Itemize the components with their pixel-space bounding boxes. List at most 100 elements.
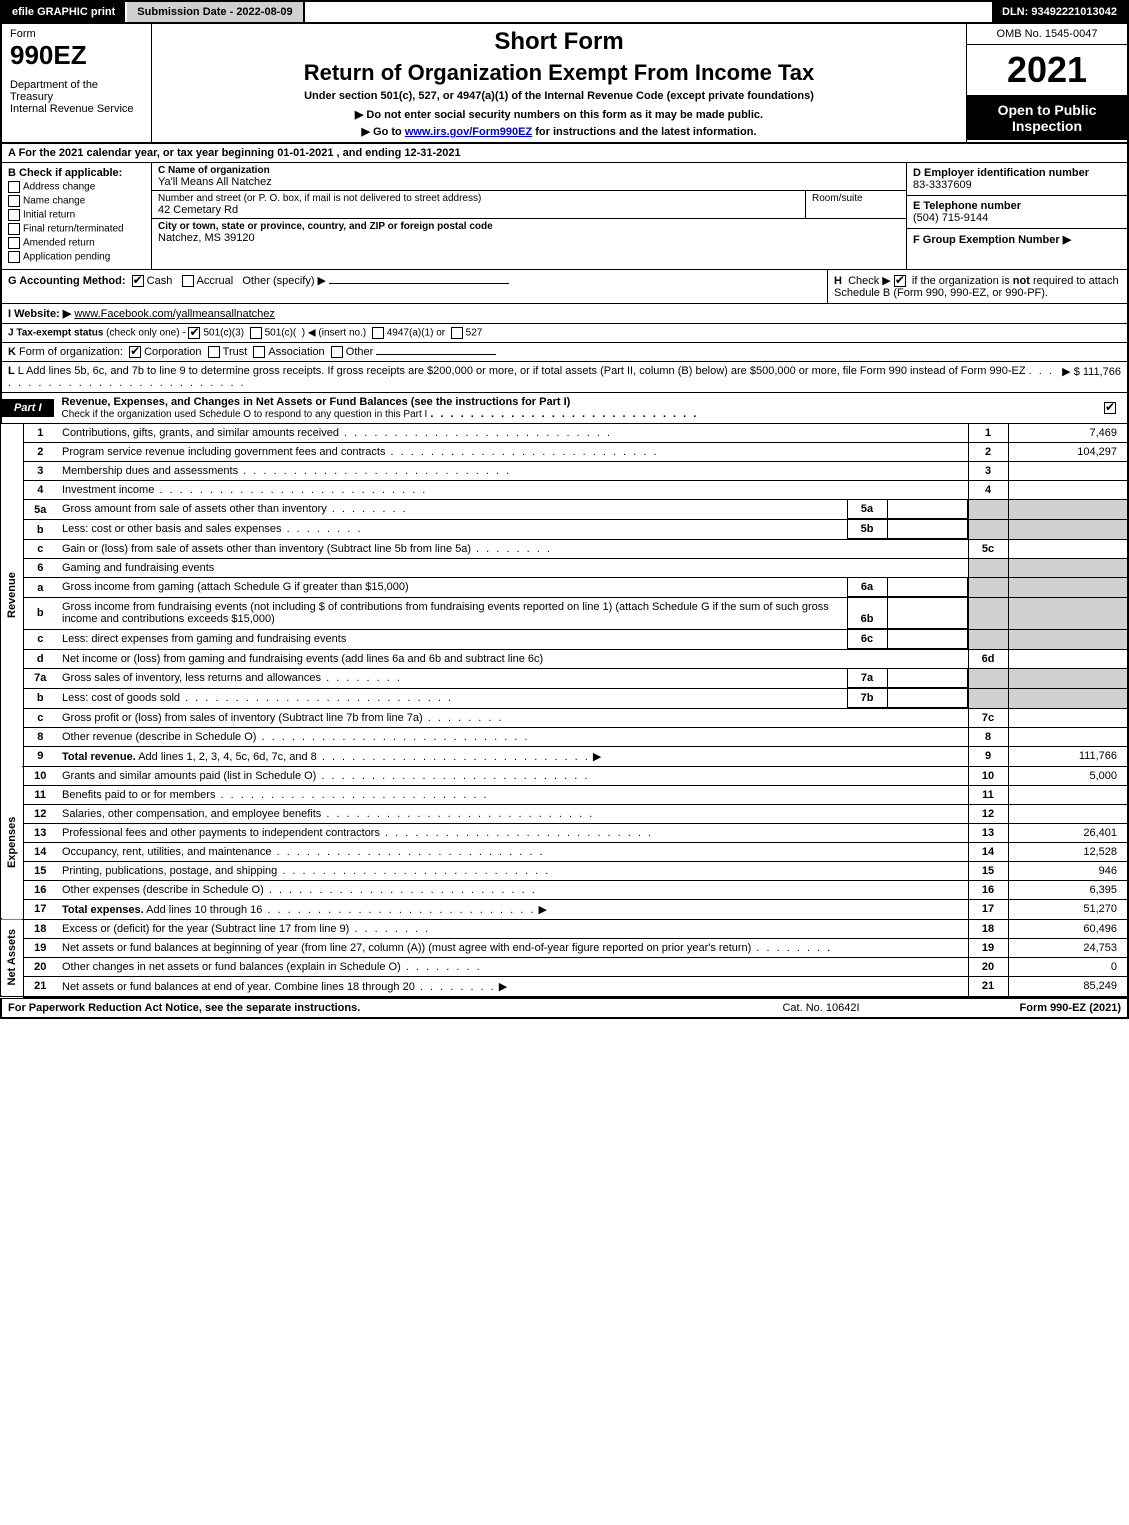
ln2-box: 2 xyxy=(968,443,1008,462)
ln13-box: 13 xyxy=(968,823,1008,842)
ln17-num: 17 xyxy=(23,899,57,919)
ln6d-box: 6d xyxy=(968,649,1008,668)
ln6d-num: d xyxy=(23,649,57,668)
chk-trust[interactable] xyxy=(208,346,220,358)
chk-501c[interactable] xyxy=(250,327,262,339)
cell-city: City or town, state or province, country… xyxy=(152,218,906,246)
ln10-box: 10 xyxy=(968,766,1008,785)
header-left: Form 990EZ Department of the Treasury In… xyxy=(2,24,152,142)
part1-header: Part I Revenue, Expenses, and Changes in… xyxy=(0,393,1129,424)
cell-org-name: C Name of organization Ya'll Means All N… xyxy=(152,163,906,191)
ln5c-desc: Gain or (loss) from sale of assets other… xyxy=(57,540,968,559)
ln20-box: 20 xyxy=(968,957,1008,976)
ln20-desc: Other changes in net assets or fund bala… xyxy=(57,957,968,976)
other-specify-line[interactable] xyxy=(329,283,509,284)
row-i: I Website: ▶ www.Facebook.com/yallmeansa… xyxy=(0,304,1129,324)
b-header: B Check if applicable: xyxy=(8,167,145,179)
ln18-amt: 60,496 xyxy=(1008,919,1128,938)
ln12-desc: Salaries, other compensation, and employ… xyxy=(57,804,968,823)
chk-4947[interactable] xyxy=(372,327,384,339)
ln11-box: 11 xyxy=(968,785,1008,804)
ln11-num: 11 xyxy=(23,785,57,804)
ln12-num: 12 xyxy=(23,804,57,823)
ln14-amt: 12,528 xyxy=(1008,842,1128,861)
website-value[interactable]: www.Facebook.com/yallmeansallnatchez xyxy=(74,308,275,320)
subtitle: Under section 501(c), 527, or 4947(a)(1)… xyxy=(160,90,958,102)
chk-final-return[interactable]: Final return/terminated xyxy=(8,223,145,235)
org-name: Ya'll Means All Natchez xyxy=(158,176,278,188)
ln16-desc: Other expenses (describe in Schedule O) xyxy=(57,880,968,899)
col-d: D Employer identification number 83-3337… xyxy=(907,163,1127,269)
lines-table: Revenue 1 Contributions, gifts, grants, … xyxy=(0,424,1129,998)
chk-association[interactable] xyxy=(253,346,265,358)
row-j: J Tax-exempt status (check only one) - 5… xyxy=(0,324,1129,343)
footer-right: Form 990-EZ (2021) xyxy=(921,1002,1121,1014)
city-value: Natchez, MS 39120 xyxy=(158,232,501,244)
ln11-desc: Benefits paid to or for members xyxy=(57,785,968,804)
ln14-desc: Occupancy, rent, utilities, and maintena… xyxy=(57,842,968,861)
ln19-box: 19 xyxy=(968,938,1008,957)
ln7a-subbox: 7a xyxy=(847,669,887,688)
ln1-box: 1 xyxy=(968,424,1008,443)
ln20-num: 20 xyxy=(23,957,57,976)
ein-value: 83-3337609 xyxy=(913,179,1121,191)
ln6-desc: Gaming and fundraising events xyxy=(57,559,968,578)
ln3-amt xyxy=(1008,462,1128,481)
irs-link[interactable]: www.irs.gov/Form990EZ xyxy=(405,126,532,138)
ln19-desc: Net assets or fund balances at beginning… xyxy=(57,938,968,957)
part1-title: Revenue, Expenses, and Changes in Net As… xyxy=(54,393,1104,423)
ln5b-subamt xyxy=(887,520,967,539)
chk-accrual[interactable] xyxy=(182,275,194,287)
ln8-desc: Other revenue (describe in Schedule O) xyxy=(57,727,968,746)
tel-label: E Telephone number xyxy=(913,200,1021,212)
section-b-cdef: B Check if applicable: Address change Na… xyxy=(0,163,1129,270)
chk-amended-return[interactable]: Amended return xyxy=(8,237,145,249)
chk-527[interactable] xyxy=(451,327,463,339)
row-gh: G Accounting Method: Cash Accrual Other … xyxy=(0,270,1129,304)
chk-application-pending[interactable]: Application pending xyxy=(8,251,145,263)
cell-address: Number and street (or P. O. box, if mail… xyxy=(152,191,906,218)
chk-cash[interactable] xyxy=(132,275,144,287)
ln11-amt xyxy=(1008,785,1128,804)
ln6a-num: a xyxy=(23,578,57,598)
city-label: City or town, state or province, country… xyxy=(158,221,493,232)
ein-label: D Employer identification number xyxy=(913,167,1121,179)
ln14-box: 14 xyxy=(968,842,1008,861)
ln5a-greyamt xyxy=(1008,500,1128,520)
ln5a-greybox xyxy=(968,500,1008,520)
dln-label: DLN: 93492221013042 xyxy=(992,2,1127,22)
ln5b-subbox: 5b xyxy=(847,520,887,539)
lbl-cash: Cash xyxy=(147,275,173,287)
efile-print-button[interactable]: efile GRAPHIC print xyxy=(2,2,127,22)
name-label: C Name of organization xyxy=(158,165,270,176)
ln2-num: 2 xyxy=(23,443,57,462)
header-center: Short Form Return of Organization Exempt… xyxy=(152,24,967,142)
chk-address-change[interactable]: Address change xyxy=(8,181,145,193)
ln6a-subbox: 6a xyxy=(847,578,887,597)
chk-corporation[interactable] xyxy=(129,346,141,358)
chk-name-change[interactable]: Name change xyxy=(8,195,145,207)
ln2-amt: 104,297 xyxy=(1008,443,1128,462)
ln18-num: 18 xyxy=(23,919,57,938)
ln5a-num: 5a xyxy=(23,500,57,520)
instructions-link-row: ▶ Go to www.irs.gov/Form990EZ for instru… xyxy=(160,125,958,138)
page-footer: For Paperwork Reduction Act Notice, see … xyxy=(0,998,1129,1019)
l-text: L Add lines 5b, 6c, and 7b to line 9 to … xyxy=(18,365,1026,377)
ln10-num: 10 xyxy=(23,766,57,785)
i-label: I Website: ▶ xyxy=(8,308,71,320)
chk-501c3[interactable] xyxy=(188,327,200,339)
chk-schedule-b[interactable] xyxy=(894,275,906,287)
short-form-title: Short Form xyxy=(160,28,958,56)
ssn-note: ▶ Do not enter social security numbers o… xyxy=(160,108,958,121)
chk-other-org[interactable] xyxy=(331,346,343,358)
chk-schedule-o[interactable] xyxy=(1104,402,1116,414)
ln7b-subbox: 7b xyxy=(847,689,887,708)
ln5a-subamt xyxy=(887,500,967,519)
chk-initial-return[interactable]: Initial return xyxy=(8,209,145,221)
ln6c-desc: Less: direct expenses from gaming and fu… xyxy=(57,629,968,649)
lbl-other: Other (specify) ▶ xyxy=(242,275,326,287)
ln5a-subbox: 5a xyxy=(847,500,887,519)
form-header: Form 990EZ Department of the Treasury In… xyxy=(0,24,1129,144)
ln7c-box: 7c xyxy=(968,708,1008,727)
ln7c-desc: Gross profit or (loss) from sales of inv… xyxy=(57,708,968,727)
